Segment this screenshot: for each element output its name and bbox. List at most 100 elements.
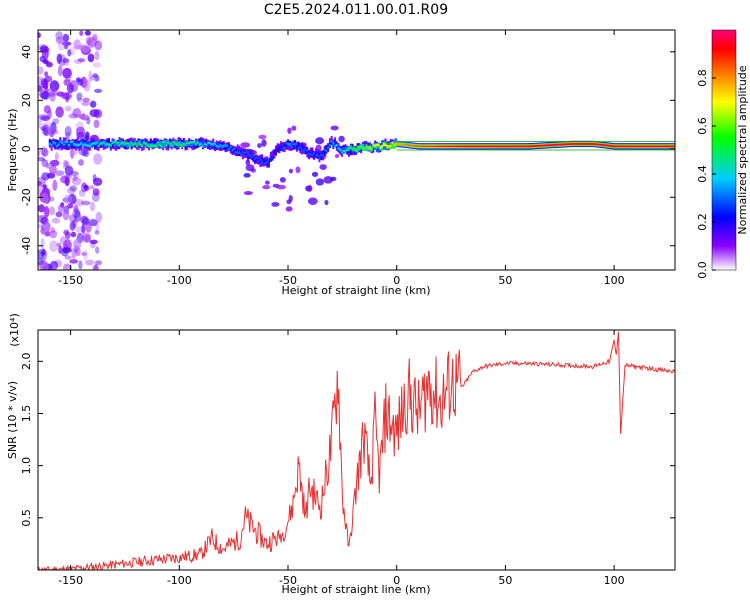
noise-blob xyxy=(69,185,78,192)
ridge-cell xyxy=(401,143,404,146)
noise-blob xyxy=(40,261,49,270)
ridge-cell xyxy=(189,142,192,147)
ridge-cell xyxy=(556,143,559,146)
ridge-cell xyxy=(320,154,323,157)
ridge-cell xyxy=(441,145,444,148)
noise-blob xyxy=(42,79,49,90)
ridge-cell xyxy=(544,144,547,147)
noise-blob xyxy=(80,45,90,53)
ridge-cell xyxy=(314,153,317,157)
snr-x-tick-label: 50 xyxy=(498,574,512,587)
ridge-cell xyxy=(74,139,77,146)
ridge-cell xyxy=(645,145,648,148)
ridge-cell xyxy=(57,143,60,146)
noise-blob xyxy=(90,201,96,212)
ridge-cell xyxy=(394,138,397,146)
ridge-cell xyxy=(52,142,55,147)
ridge-cell xyxy=(127,142,130,145)
scatter-blob xyxy=(262,184,271,190)
ridge-cell xyxy=(292,142,295,146)
ridge-cell xyxy=(191,140,194,144)
ridge-cell xyxy=(318,155,321,159)
ridge-cell xyxy=(240,149,243,155)
colorbar-label: Normalized spectral amplitude xyxy=(736,65,749,234)
ridge-cell xyxy=(273,152,276,159)
noise-blob xyxy=(44,120,52,130)
ridge-cell xyxy=(92,138,95,146)
ridge-cell xyxy=(228,147,231,151)
ridge-cell xyxy=(440,145,443,148)
noise-blob xyxy=(75,126,86,138)
ridge-cell xyxy=(146,143,149,147)
ridge-cell xyxy=(342,149,345,153)
noise-blob xyxy=(56,53,63,64)
ridge-cell xyxy=(314,151,317,157)
ridge-cell xyxy=(348,147,351,150)
ridge-cell xyxy=(184,140,187,145)
ridge-cell xyxy=(661,145,664,148)
ridge-cell xyxy=(447,145,450,148)
ridge-cell xyxy=(151,144,154,148)
ridge-cell xyxy=(273,151,276,155)
ridge-cell xyxy=(415,145,418,147)
ridge-cell xyxy=(54,142,57,145)
ridge-cell xyxy=(52,141,55,144)
ridge-cell xyxy=(120,142,123,145)
noise-blob xyxy=(81,146,89,157)
ridge-cell xyxy=(217,145,220,149)
ridge-cell xyxy=(248,153,251,156)
ridge-cell xyxy=(266,161,269,164)
scatter-blob xyxy=(243,190,253,196)
ridge-cell xyxy=(530,145,533,148)
ridge-cell xyxy=(647,145,650,148)
ridge-cell xyxy=(102,141,105,144)
noise-blob xyxy=(63,79,71,86)
ridge-cell xyxy=(191,141,194,147)
ridge-cell xyxy=(469,145,472,148)
ridge-cell xyxy=(116,141,119,145)
ridge-cell xyxy=(158,139,161,145)
ridge-cell xyxy=(148,144,151,148)
ridge-cell xyxy=(59,143,62,148)
noise-blob xyxy=(78,148,88,156)
snr-series-line xyxy=(38,331,675,570)
ridge-cell xyxy=(219,144,222,147)
ridge-cell xyxy=(73,142,76,146)
ridge-cell xyxy=(626,145,629,148)
scatter-blob xyxy=(307,185,313,192)
ridge-cell xyxy=(294,143,297,146)
ridge-cell xyxy=(323,148,326,151)
ridge-cell xyxy=(553,144,556,146)
ridge-cell xyxy=(280,144,283,151)
noise-blob xyxy=(55,36,64,44)
colorbar-tick-label: 0.2 xyxy=(696,213,709,231)
ridge-cell xyxy=(341,151,344,154)
noise-blob xyxy=(79,30,84,36)
ridge-cell xyxy=(236,144,239,154)
ridge-cell xyxy=(168,142,171,148)
ridge-cell xyxy=(203,142,206,146)
ridge-cell xyxy=(186,141,189,145)
noise-blob xyxy=(41,248,46,256)
ridge-cell xyxy=(535,145,538,147)
noise-blob xyxy=(64,105,72,112)
noise-blob xyxy=(44,71,49,77)
noise-blob xyxy=(81,101,90,107)
ridge-cell xyxy=(127,142,130,148)
ridge-cell xyxy=(274,148,277,154)
ridge-cell xyxy=(381,145,384,151)
ridge-cell xyxy=(221,145,224,149)
noise-blob xyxy=(86,117,91,125)
ridge-cell xyxy=(137,140,140,150)
ridge-cell xyxy=(88,141,91,146)
ridge-cell xyxy=(502,145,505,148)
ridge-cell xyxy=(71,141,74,146)
ridge-cell xyxy=(622,145,625,148)
ridge-cell xyxy=(356,148,359,153)
noise-blob xyxy=(83,234,91,243)
noise-blob xyxy=(83,79,91,92)
noise-blob xyxy=(93,119,100,129)
scatter-blob xyxy=(261,139,267,147)
noise-blob xyxy=(42,59,49,64)
ridge-cell xyxy=(518,145,521,148)
